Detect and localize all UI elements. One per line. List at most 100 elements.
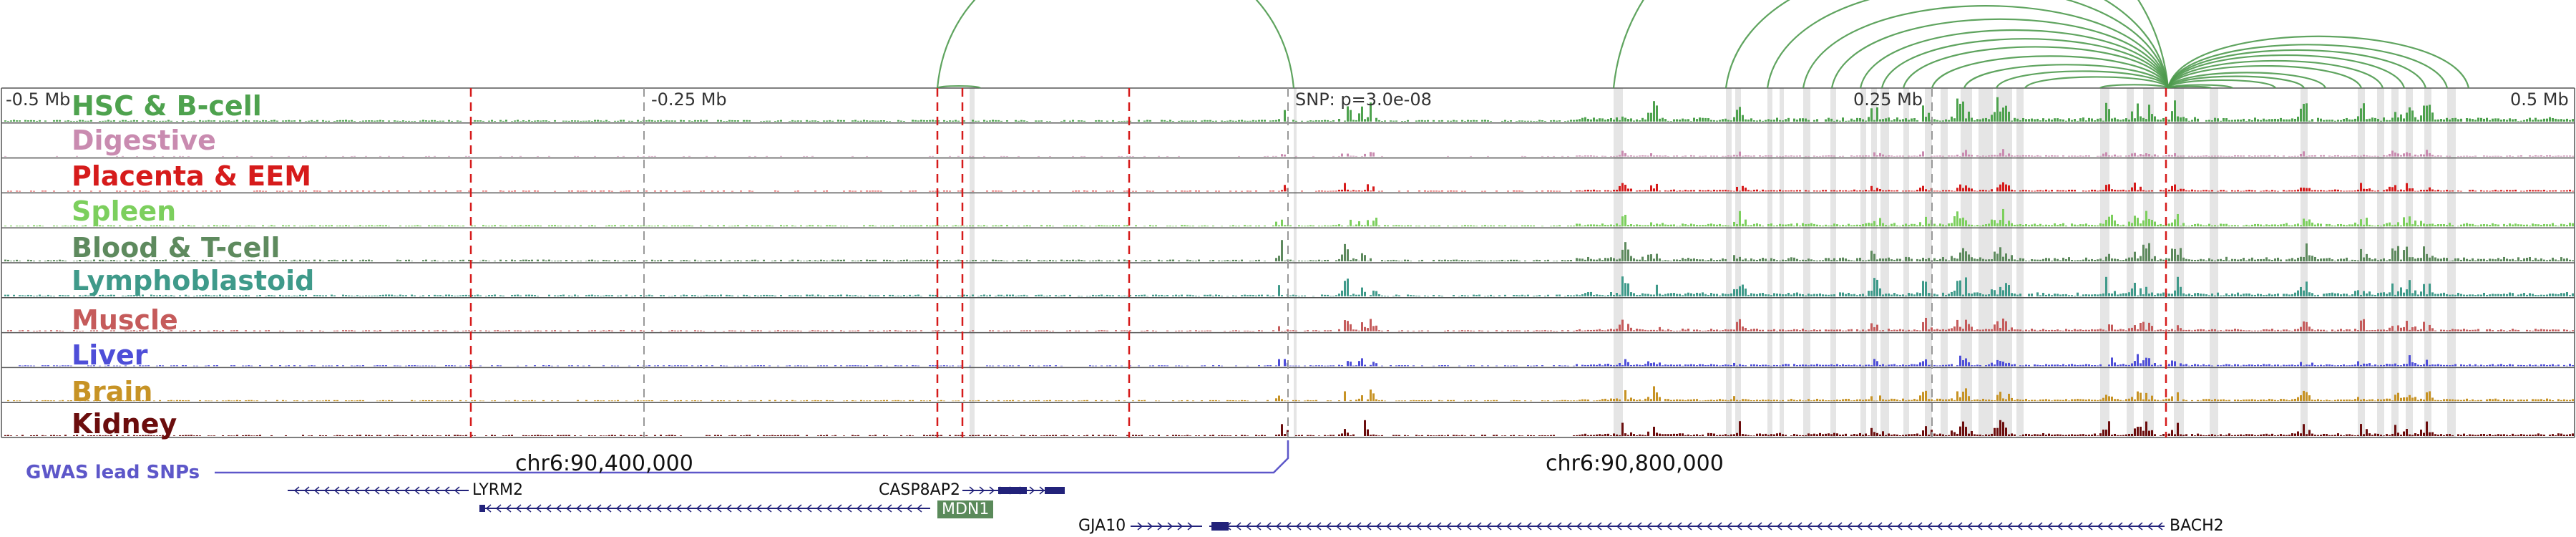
signal-bar — [1599, 190, 1601, 192]
signal-bar — [371, 225, 373, 227]
signal-bar — [145, 190, 147, 192]
signal-bar — [1727, 120, 1729, 122]
signal-bar — [2068, 295, 2070, 296]
signal-bar — [2328, 223, 2331, 227]
signal-bar — [2434, 190, 2436, 192]
signal-bar — [170, 330, 172, 332]
signal-bar — [2306, 221, 2308, 227]
signal-bar — [1925, 189, 1927, 192]
signal-bar — [1201, 330, 1203, 332]
signal-bar — [1060, 365, 1063, 367]
signal-bar — [2036, 155, 2039, 157]
signal-bar — [1504, 120, 1506, 122]
signal-bar — [488, 330, 490, 332]
signal-bar — [99, 365, 101, 367]
signal-bar — [93, 259, 95, 261]
signal-bar — [943, 330, 945, 332]
signal-bar — [213, 330, 215, 332]
signal-bar — [428, 295, 430, 296]
signal-bar — [1229, 330, 1231, 332]
signal-bar — [1095, 330, 1097, 332]
signal-bar — [900, 120, 902, 122]
signal-bar — [668, 260, 670, 261]
signal-bar — [1679, 259, 1681, 261]
signal-bar — [1965, 319, 1967, 332]
signal-bar — [1756, 189, 1758, 192]
signal-bar — [637, 120, 639, 122]
signal-bar — [1601, 223, 1604, 227]
signal-bar — [1258, 294, 1260, 296]
signal-bar — [1573, 330, 1575, 332]
signal-bar — [2065, 258, 2067, 261]
signal-bar — [1235, 365, 1237, 367]
signal-bar — [608, 121, 610, 122]
signal-bar — [2205, 120, 2207, 122]
signal-bar — [216, 330, 218, 332]
signal-bar — [1911, 330, 1913, 332]
signal-bar — [2031, 293, 2033, 296]
signal-bar — [2085, 223, 2087, 227]
signal-bar — [1032, 365, 1034, 367]
signal-bar — [322, 120, 324, 122]
signal-bar — [102, 294, 104, 296]
signal-bar — [840, 120, 842, 122]
signal-bar — [863, 225, 865, 227]
signal-bar — [2231, 258, 2233, 261]
signal-bar — [654, 155, 656, 157]
signal-bar — [2306, 281, 2308, 296]
signal-bar — [2140, 288, 2142, 296]
signal-bar — [1599, 225, 1601, 227]
signal-bar — [182, 190, 184, 192]
signal-bar — [960, 365, 962, 367]
signal-bar — [1101, 120, 1103, 122]
signal-bar — [110, 294, 112, 296]
signal-bar — [2383, 117, 2385, 122]
signal-bar — [2311, 329, 2313, 332]
signal-bar — [1590, 190, 1592, 192]
signal-bar — [405, 259, 407, 261]
signal-bar — [1873, 278, 1875, 296]
signal-bar — [1627, 283, 1629, 296]
signal-bar — [2534, 295, 2537, 296]
signal-bar — [1976, 329, 1979, 332]
signal-bar — [1364, 190, 1366, 192]
signal-bar — [1229, 190, 1231, 192]
signal-bar — [1590, 291, 1592, 296]
signal-bar — [1123, 225, 1126, 227]
signal-bar — [1621, 319, 1624, 332]
signal-bar — [1736, 224, 1738, 227]
signal-bar — [1040, 330, 1043, 332]
signal-bar — [797, 295, 799, 296]
signal-bar — [2114, 154, 2116, 157]
signal-bar — [2420, 291, 2422, 296]
signal-bar — [2503, 330, 2505, 332]
signal-bar — [436, 295, 439, 296]
signal-bar — [1083, 190, 1085, 192]
signal-bar — [2091, 224, 2093, 227]
signal-bar — [2042, 292, 2044, 296]
signal-bar — [1372, 290, 1375, 296]
signal-bar — [2291, 190, 2293, 192]
signal-bar — [2220, 120, 2222, 122]
signal-bar — [2265, 120, 2268, 122]
signal-bar — [2105, 256, 2107, 261]
signal-bar — [165, 294, 167, 296]
signal-bar — [1905, 118, 1907, 122]
signal-bar — [2409, 153, 2411, 157]
signal-bar — [1842, 155, 1844, 157]
signal-bar — [2371, 155, 2373, 157]
signal-bar — [1132, 155, 1134, 157]
signal-bar — [1911, 190, 1913, 192]
signal-bar — [1859, 257, 1861, 261]
signal-bar — [2328, 190, 2331, 192]
signal-bar — [107, 225, 109, 227]
signal-bar — [1782, 120, 1784, 122]
signal-bar — [2449, 190, 2451, 192]
signal-bar — [1968, 254, 1970, 261]
signal-bar — [2065, 120, 2067, 122]
signal-bar — [1956, 319, 1958, 332]
signal-bar — [577, 330, 579, 332]
signal-bar — [1350, 155, 1352, 157]
signal-bar — [362, 365, 364, 367]
